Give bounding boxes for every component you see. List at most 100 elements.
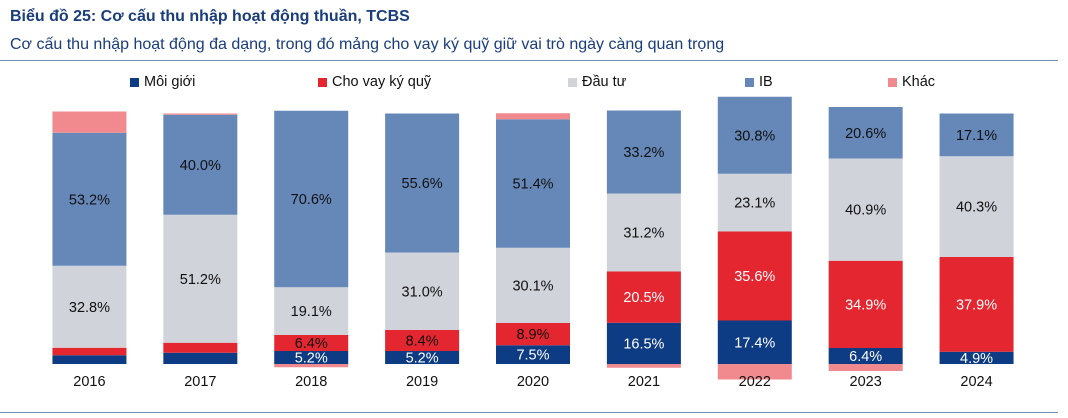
legend-label-dau-tu: Đầu tư: [582, 74, 627, 90]
data-label-đầu-tư-2016: 32.8%: [69, 300, 110, 316]
data-label-ib-2021: 33.2%: [623, 145, 664, 161]
legend-item-khac: Khác: [888, 74, 935, 90]
bar-segment-ib-2023: [828, 107, 903, 159]
data-label-môi-giới-2018: 5.2%: [295, 351, 328, 367]
bar-segment-cho-vay-ký-quỹ-2018: [274, 335, 349, 351]
bar-segment-ib-2017: [163, 114, 238, 215]
data-label-môi-giới-2022: 17.4%: [734, 335, 775, 351]
bar-segment-khác-2021: [606, 364, 681, 368]
legend-item-cho-vay-ky-quy: Cho vay ký quỹ: [318, 74, 431, 90]
bar-segment-khác-2018: [274, 364, 349, 368]
data-label-đầu-tư-2024: 40.3%: [956, 200, 997, 216]
data-label-đầu-tư-2020: 30.1%: [512, 278, 553, 294]
bars: [52, 96, 1014, 380]
bar-segment-môi-giới-2017: [163, 352, 238, 364]
legend-label-ib: IB: [759, 74, 773, 90]
bar-segment-môi-giới-2016: [52, 355, 127, 364]
chart-title: Biểu đồ 25: Cơ cấu thu nhập hoạt động th…: [10, 8, 410, 25]
data-label-cho-vay-ký-quỹ-2024: 37.9%: [956, 297, 997, 313]
data-label-ib-2023: 20.6%: [845, 126, 886, 142]
legend-swatch-moi-gioi: [130, 77, 139, 87]
data-label-ib-2019: 55.6%: [402, 176, 443, 192]
bar-segment-môi-giới-2024: [939, 351, 1014, 364]
x-tick-label-2023: 2023: [850, 374, 882, 390]
data-label-ib-2016: 53.2%: [69, 192, 110, 208]
x-tick-label-2022: 2022: [739, 374, 771, 390]
x-tick-label-2021: 2021: [628, 374, 660, 390]
data-label-môi-giới-2021: 16.5%: [623, 336, 664, 352]
data-label-đầu-tư-2019: 31.0%: [402, 284, 443, 300]
bar-segment-ib-2024: [939, 113, 1014, 157]
x-tick-label-2017: 2017: [184, 374, 216, 390]
bar-segment-đầu-tư-2019: [385, 252, 460, 330]
bar-segment-đầu-tư-2018: [274, 287, 349, 335]
data-label-ib-2018: 70.6%: [291, 192, 332, 208]
data-label-đầu-tư-2017: 51.2%: [180, 272, 221, 288]
x-tick-label-2020: 2020: [517, 374, 549, 390]
legend-label-khac: Khác: [902, 74, 936, 90]
bar-segment-môi-giới-2018: [274, 351, 349, 364]
data-label-ib-2022: 30.8%: [734, 128, 775, 144]
x-tick-label-2018: 2018: [295, 374, 327, 390]
data-label-cho-vay-ký-quỹ-2021: 20.5%: [623, 290, 664, 306]
data-label-đầu-tư-2022: 23.1%: [734, 196, 775, 212]
legend-swatch-dau-tu: [568, 77, 577, 87]
legend-label-moi-gioi: Môi giới: [144, 74, 196, 90]
data-label-đầu-tư-2018: 19.1%: [291, 304, 332, 320]
bar-segment-cho-vay-ký-quỹ-2017: [163, 342, 238, 353]
bar-segment-đầu-tư-2023: [828, 158, 903, 261]
x-tick-label-2016: 2016: [73, 374, 105, 390]
bar-segment-khác-2020: [496, 113, 570, 120]
bar-segment-ib-2020: [496, 119, 570, 248]
bar-segment-cho-vay-ký-quỹ-2016: [52, 347, 127, 356]
bar-segment-cho-vay-ký-quỹ-2020: [496, 323, 570, 346]
bar-segment-ib-2021: [606, 110, 681, 194]
data-label-môi-giới-2024: 4.9%: [960, 351, 993, 367]
bar-segment-ib-2022: [717, 96, 792, 174]
legend-swatch-ib: [745, 77, 754, 87]
header-divider: [0, 60, 1058, 61]
x-tick-labels: 2016 2017 2018 2019 2020 2021 2022 2023 2024: [73, 374, 992, 390]
data-label-đầu-tư-2023: 40.9%: [845, 203, 886, 219]
bar-segment-cho-vay-ký-quỹ-2022: [717, 231, 792, 321]
bar-segment-cho-vay-ký-quỹ-2024: [939, 257, 1014, 352]
data-label-cho-vay-ký-quỹ-2022: 35.6%: [734, 269, 775, 285]
footer-divider: [0, 412, 1058, 413]
data-label-cho-vay-ký-quỹ-2019: 8.4%: [406, 334, 439, 350]
bar-segment-môi-giới-2019: [385, 351, 460, 364]
bar-segment-môi-giới-2021: [606, 322, 681, 364]
x-tick-label-2024: 2024: [960, 374, 992, 390]
bar-segment-cho-vay-ký-quỹ-2021: [606, 271, 681, 323]
bar-segment-đầu-tư-2020: [496, 247, 570, 323]
bar-segment-môi-giới-2020: [496, 345, 570, 364]
legend-swatch-cho-vay-ky-quy: [318, 77, 327, 87]
data-label-môi-giới-2019: 5.2%: [406, 351, 439, 367]
data-label-ib-2024: 17.1%: [956, 128, 997, 144]
data-labels: 32.8%53.2%51.2%40.0%5.2%6.4%19.1%70.6%5.…: [69, 126, 997, 367]
data-label-ib-2020: 51.4%: [512, 177, 553, 193]
bar-segment-khác-2016: [52, 111, 127, 133]
bar-segment-khác-2017: [163, 113, 238, 115]
legend-item-ib: IB: [745, 74, 773, 90]
data-label-ib-2017: 40.0%: [180, 158, 221, 174]
data-label-môi-giới-2020: 7.5%: [516, 348, 549, 364]
bar-segment-cho-vay-ký-quỹ-2023: [828, 260, 903, 348]
chart-subtitle: Cơ cấu thu nhập hoạt động đa dạng, trong…: [10, 36, 725, 53]
bar-segment-khác-2023: [828, 364, 903, 371]
bar-segment-đầu-tư-2022: [717, 173, 792, 232]
bar-segment-đầu-tư-2021: [606, 193, 681, 272]
bar-segment-ib-2018: [274, 110, 349, 288]
data-label-cho-vay-ký-quỹ-2023: 34.9%: [845, 297, 886, 313]
legend-label-cho-vay-ky-quy: Cho vay ký quỹ: [332, 74, 432, 90]
bar-segment-đầu-tư-2016: [52, 265, 127, 348]
bar-segment-ib-2019: [385, 113, 460, 253]
bar-segment-ib-2016: [52, 132, 127, 266]
bar-segment-đầu-tư-2017: [163, 214, 238, 343]
bar-segment-cho-vay-ký-quỹ-2019: [385, 330, 460, 351]
x-tick-label-2019: 2019: [406, 374, 438, 390]
bar-segment-môi-giới-2022: [717, 320, 792, 364]
data-label-cho-vay-ký-quỹ-2020: 8.9%: [516, 327, 549, 343]
data-label-đầu-tư-2021: 31.2%: [623, 226, 664, 242]
data-label-cho-vay-ký-quỹ-2018: 6.4%: [295, 336, 328, 352]
